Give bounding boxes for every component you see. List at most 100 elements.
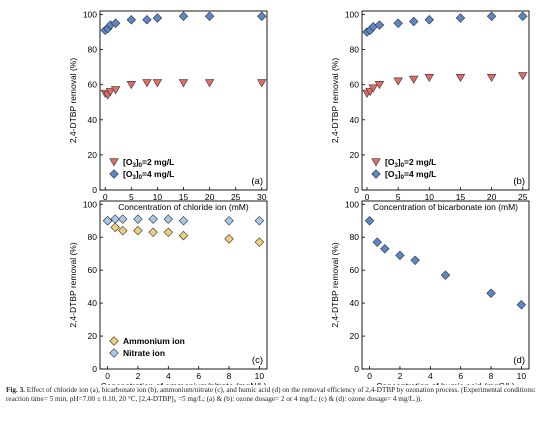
y-tick-label: 20 [350, 150, 360, 160]
data-point [133, 225, 143, 236]
data-point [178, 230, 189, 241]
y-tick-label: 20 [350, 331, 360, 341]
data-point [105, 88, 116, 97]
panel-label: (b) [513, 176, 525, 187]
panel-label: (c) [252, 355, 263, 366]
y-tick-label: 100 [83, 199, 97, 209]
x-tick-label: 0 [367, 371, 372, 381]
data-point [152, 79, 163, 88]
x-tick-label: 0 [103, 192, 108, 202]
x-tick-label: 20 [487, 192, 497, 202]
y-tick-label: 0 [92, 185, 97, 195]
x-tick-label: 30 [257, 192, 267, 202]
data-point [126, 81, 137, 90]
data-point [152, 13, 163, 23]
y-tick-label: 0 [354, 185, 359, 195]
y-tick-label: 80 [350, 232, 360, 242]
data-point [257, 11, 267, 21]
data-point [393, 77, 403, 86]
data-point [440, 270, 451, 280]
y-axis-label: 2,4-DTBP removal (%) [68, 58, 78, 144]
y-tick-label: 80 [88, 232, 98, 242]
data-point [486, 11, 497, 21]
x-tick-label: 25 [231, 192, 241, 202]
legend-marker [109, 158, 119, 167]
data-point [516, 300, 527, 310]
legend-label: [O3]0=4 mg/L [123, 169, 174, 181]
x-tick-label: 25 [518, 192, 528, 202]
data-point [163, 214, 174, 224]
legend-marker [109, 169, 119, 179]
data-point [486, 74, 497, 83]
data-point [148, 214, 158, 224]
y-tick-label: 100 [83, 10, 97, 20]
data-point [110, 222, 120, 233]
data-point [395, 250, 405, 261]
y-tick-label: 60 [88, 265, 98, 275]
data-point [393, 18, 403, 29]
data-point [178, 11, 189, 21]
y-tick-label: 20 [88, 150, 98, 160]
data-point [410, 255, 420, 266]
legend-label: [O3]0=4 mg/L [385, 169, 436, 181]
x-axis-label: Concentration of ammonium/nitrate (mgN/L… [101, 381, 267, 385]
data-point [254, 237, 265, 247]
y-tick-label: 100 [345, 10, 359, 20]
data-series [362, 11, 528, 37]
data-point [178, 216, 189, 226]
caption-text: Effect of chloride ion (a), bicarbonate … [6, 386, 536, 404]
x-tick-label: 6 [196, 371, 201, 381]
x-tick-label: 5 [129, 192, 134, 202]
x-tick-label: 0 [365, 192, 370, 202]
y-tick-label: 0 [354, 364, 359, 374]
y-tick-label: 60 [88, 80, 98, 90]
data-series [102, 214, 265, 226]
y-tick-label: 80 [350, 45, 360, 55]
data-point [257, 79, 267, 88]
data-point [424, 15, 435, 25]
y-tick-label: 40 [350, 115, 360, 125]
legend-marker [109, 336, 119, 346]
data-point [110, 18, 121, 29]
data-series [364, 216, 527, 310]
data-point [224, 216, 234, 226]
chart-panel-c: 0 20 40 60 80 100 0 2 4 6 8 10Concentration of ammo… [68, 199, 268, 385]
x-tick-label: 2 [136, 371, 141, 381]
plot-frame [361, 200, 530, 370]
data-point [163, 227, 174, 238]
x-tick-label: 10 [153, 192, 163, 202]
x-tick-label: 0 [105, 371, 110, 381]
data-point [455, 13, 466, 23]
data-point [178, 79, 189, 88]
legend-marker [109, 348, 119, 358]
data-point [364, 216, 375, 226]
x-tick-label: 2 [398, 371, 403, 381]
caption-label: Fig. 3. [6, 386, 25, 394]
y-axis-label: 2,4-DTBP removal (%) [68, 242, 78, 328]
legend-marker [371, 158, 381, 167]
data-point [102, 216, 113, 226]
chart-panel-d: 0 20 40 60 80 100 0 2 4 6 8 10Concentration of humi… [330, 199, 530, 385]
data-point [372, 237, 382, 247]
data-point [118, 214, 128, 224]
y-tick-label: 60 [350, 265, 360, 275]
y-tick-label: 40 [88, 115, 98, 125]
y-tick-label: 40 [350, 298, 360, 308]
data-point [380, 244, 390, 254]
data-point [110, 86, 121, 95]
x-tick-label: 10 [425, 192, 435, 202]
x-axis-label: Concentration of bicarbonate ion (mM) [373, 202, 518, 212]
data-point [142, 79, 152, 88]
data-point [118, 225, 128, 236]
x-tick-label: 4 [166, 371, 171, 381]
x-tick-label: 15 [179, 192, 189, 202]
data-point [204, 79, 215, 88]
legend-label: [O3]0=2 mg/L [123, 157, 174, 169]
data-point [204, 11, 215, 21]
plot-frame [361, 10, 530, 191]
y-axis-label: 2,4-DTBP removal (%) [330, 58, 340, 144]
x-tick-label: 10 [255, 371, 265, 381]
x-tick-label: 10 [517, 371, 527, 381]
data-point [126, 15, 137, 25]
